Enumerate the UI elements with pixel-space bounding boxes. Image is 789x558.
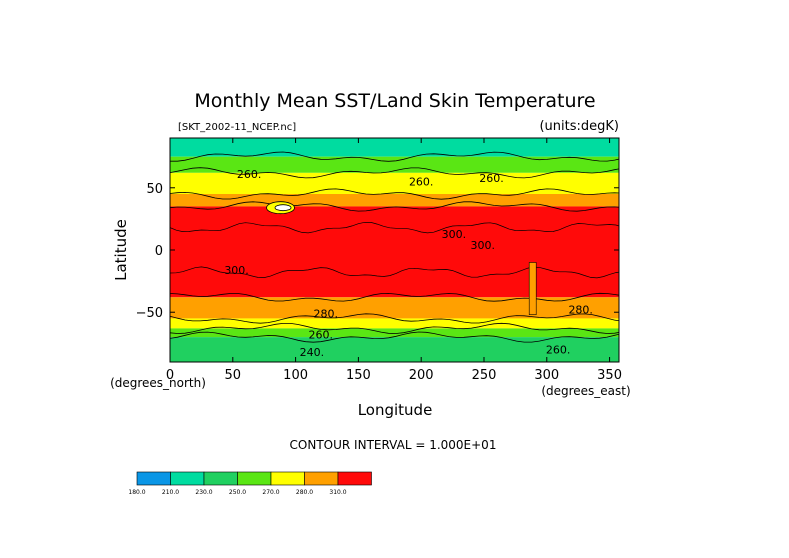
contour-label-5: 300. xyxy=(224,264,249,277)
x-tick-label-300: 300 xyxy=(534,368,559,383)
temperature-band-2 xyxy=(170,172,619,194)
x-tick-label-150: 150 xyxy=(346,368,371,383)
x-tick-label-100: 100 xyxy=(283,368,308,383)
contour-interval-text: CONTOUR INTERVAL = 1.000E+01 xyxy=(290,438,497,452)
y-axis-unit: (degrees_north) xyxy=(110,376,206,390)
temperature-band-8 xyxy=(170,337,619,362)
colorbar-swatch-5 xyxy=(304,471,339,486)
x-tick-label-0: 0 xyxy=(166,368,174,383)
plateau-contour-inner xyxy=(274,204,292,212)
x-tick-label-200: 200 xyxy=(409,368,434,383)
x-axis-label: Longitude xyxy=(358,401,433,419)
contour-line-300-south xyxy=(170,266,619,279)
colorbar-swatch-3 xyxy=(237,471,272,486)
contour-label-3: 300. xyxy=(442,228,467,241)
plot-area: 260.260. 260.300.300.300.280. 280.260.240.… xyxy=(136,137,622,383)
colorbar-label-5: 280.0 xyxy=(296,489,313,496)
temperature-band-3 xyxy=(170,194,619,207)
contour-label-4: 300. xyxy=(470,239,495,252)
colorbar-swatch-0 xyxy=(136,471,171,486)
colorbar: 180.0 210.0 230.0 250.0 270.0 280.0 310.0 xyxy=(128,471,372,496)
chart-title: Monthly Mean SST/Land Skin Temperature xyxy=(194,90,595,112)
temperature-band-5 xyxy=(170,297,619,319)
colorbar-label-1: 210.0 xyxy=(162,489,179,496)
chart-subtitle-file: [SKT_2002-11_NCEP.nc] xyxy=(178,122,296,133)
contour-label-8: 260. xyxy=(308,329,333,342)
contour-label-0: 260. xyxy=(237,168,262,181)
colorbar-label-0: 180.0 xyxy=(128,489,145,496)
colorbar-swatch-2 xyxy=(203,471,238,486)
contour-label-9: 240. xyxy=(300,346,325,359)
colorbar-label-6: 310.0 xyxy=(329,489,346,496)
x-tick-label-250: 250 xyxy=(472,368,497,383)
temperature-band-6 xyxy=(170,318,619,329)
x-tick-label-350: 350 xyxy=(597,368,622,383)
contour-line-7 xyxy=(170,322,619,334)
x-axis-unit: (degrees_east) xyxy=(541,384,630,398)
contour-label-2: 260. xyxy=(479,172,504,185)
contour-label-1: 260. xyxy=(409,176,434,189)
contour-line-5 xyxy=(170,292,619,302)
contour-label-10: 260. xyxy=(546,344,571,357)
y-axis-label: Latitude xyxy=(112,219,130,281)
colorbar-label-3: 250.0 xyxy=(229,489,246,496)
temperature-band-0 xyxy=(170,138,619,157)
contour-line-6 xyxy=(170,313,619,324)
contour-line-2 xyxy=(170,167,619,179)
y-tick-label-1: 0 xyxy=(155,244,163,259)
field-layer: 260.260. 260.300.300.300.280. 280.260.240.… xyxy=(170,138,619,362)
andes-contour xyxy=(528,262,537,316)
contour-line-1 xyxy=(170,151,619,162)
temperature-band-1 xyxy=(170,156,619,173)
colorbar-swatch-4 xyxy=(270,471,305,486)
contour-label-6: 280. xyxy=(313,307,338,320)
x-tick-label-50: 50 xyxy=(225,368,242,383)
colorbar-label-2: 230.0 xyxy=(195,489,212,496)
chart-subtitle-units: (units:degK) xyxy=(539,119,619,134)
colorbar-swatch-6 xyxy=(337,471,372,486)
temperature-band-7 xyxy=(170,328,619,338)
contour-line-300-north xyxy=(170,221,619,234)
contour-line-4 xyxy=(170,201,619,212)
colorbar-label-4: 270.0 xyxy=(262,489,279,496)
contour-line-8 xyxy=(170,331,619,343)
contour-label-7: 280. xyxy=(568,304,593,317)
y-tick-label-2: −50 xyxy=(136,306,163,321)
contour-line-3 xyxy=(170,188,619,200)
y-tick-label-0: 50 xyxy=(146,182,163,197)
colorbar-swatch-1 xyxy=(170,471,205,486)
temperature-band-4 xyxy=(170,206,619,298)
